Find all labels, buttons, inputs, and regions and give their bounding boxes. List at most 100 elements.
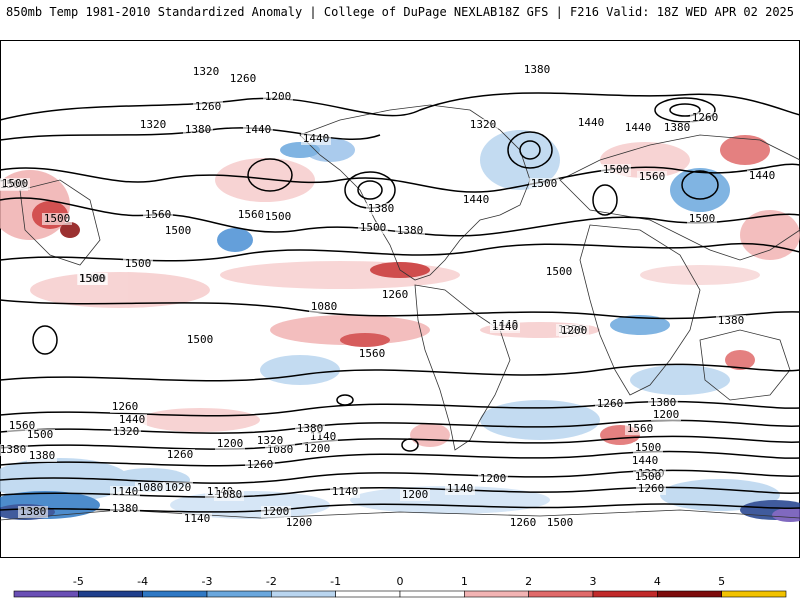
contour-label: 1200 [653,408,680,421]
colorbar-swatch [78,590,143,598]
contour-label-bg [478,473,508,485]
contour-label-bg [18,506,48,518]
contour-label: 1080 [137,481,164,494]
anomaly-shading [0,130,800,522]
contour-label: 1560 [359,347,386,360]
contour-label-bg [301,133,331,145]
contour-label: 1380 [650,396,677,409]
contour-label-bg [662,122,692,134]
contour-label-bg [143,209,173,221]
contour-label: 1320 [113,425,140,438]
contour-label-bg [559,325,589,337]
contour-label-bg [182,513,212,525]
colorbar-tick-label: 5 [718,575,725,588]
contour-label-bg [25,429,55,441]
contour-label: 1260 [382,288,409,301]
contour-label: 1260 [510,516,537,529]
contour-label-bg [261,506,291,518]
contour-label: 1380 [112,502,139,515]
contour-label-bg [138,119,168,131]
contour-label: 1380 [718,314,745,327]
contour-label-bg [633,471,663,483]
contour-label: 1260 [195,100,222,113]
contour-label-bg [330,486,360,498]
contour-label-bg [357,348,387,360]
contour-label-bg [193,101,223,113]
contour-label-bg [215,438,245,450]
colorbar-tick-label: -5 [73,575,84,588]
contour-label-bg [522,64,552,76]
anomaly-map: 1320126012001260132013801440144015001560… [0,40,800,558]
contour-label: 1560 [145,208,172,221]
contour-label-bg [163,225,193,237]
contour-label-bg [236,209,266,221]
contour-label-bg [445,483,475,495]
contour-label: 1500 [2,177,29,190]
contour-label: 1500 [265,210,292,223]
contour-label: 1440 [463,193,490,206]
contour-label: 1500 [603,163,630,176]
contour-label: 1200 [263,505,290,518]
colorbar-swatch [721,590,787,598]
contour-label: 1440 [632,454,659,467]
contour-label: 1260 [167,448,194,461]
contour-label: 1260 [230,72,257,85]
contour-label: 1560 [639,170,666,183]
contour-label-bg [214,489,244,501]
colorbar-swatch [592,590,658,598]
contour-label-bg [687,213,717,225]
contour-label-bg [123,258,153,270]
contour-label-bg [228,73,258,85]
colorbar: -5 -4 -3 -2 -1 0 1 2 3 4 5 [13,575,787,598]
contour-label-bg [637,171,667,183]
contour-label-bg [295,423,325,435]
contour-label-bg [284,517,314,529]
contour-label: 1500 [360,221,387,234]
contour-label: 1260 [247,458,274,471]
colorbar-swatch [271,590,336,598]
contour-label-bg [623,122,653,134]
contour-label: 1380 [297,422,324,435]
contour-label: 1440 [578,116,605,129]
colorbar-tick-label: 1 [461,575,468,588]
contour-label: 1380 [368,202,395,215]
contour-label-bg [633,442,663,454]
colorbar-swatch [399,590,465,598]
colorbar-swatch [142,590,208,598]
contour-label: 1380 [524,63,551,76]
contour-label-bg [191,66,221,78]
contour-label-bg [395,225,425,237]
contour-label: 1080 [216,488,243,501]
contour-label-bg [245,459,275,471]
contour-label-bg [461,194,491,206]
contour-label-bg [595,398,625,410]
contour-label: 1500 [165,224,192,237]
contour-label: 1440 [303,132,330,145]
contour-labels: 1320126012001260132013801440144015001560… [0,63,777,529]
contour-label: 1140 [184,512,211,525]
contour-label-bg [255,435,285,447]
contour-label-bg [625,423,655,435]
contour-label: 1320 [470,118,497,131]
colorbar-swatch [657,590,722,598]
contour-label-bg [366,203,396,215]
map-title: 850mb Temp 1981-2010 Standardized Anomal… [6,5,498,19]
contour-label: 1380 [29,449,56,462]
contour-label: 1020 [165,481,192,494]
contour-label: 1200 [480,472,507,485]
colorbar-tick-label: 4 [654,575,661,588]
colorbar-tick-label: 2 [525,575,532,588]
contour-label-bg [111,426,141,438]
contour-label-bg [309,301,339,313]
contour-label-bg [0,178,30,190]
contour-label-bg [117,414,147,426]
contour-label: 1320 [257,434,284,447]
contour-label: 1380 [0,443,26,456]
contour-label-bg [163,482,193,494]
contour-label: 1260 [638,482,665,495]
contour-label-bg [380,289,410,301]
colorbar-swatches [13,590,787,598]
contour-label: 1200 [217,437,244,450]
contour-label: 1500 [27,428,54,441]
contour-label-bg [185,334,215,346]
